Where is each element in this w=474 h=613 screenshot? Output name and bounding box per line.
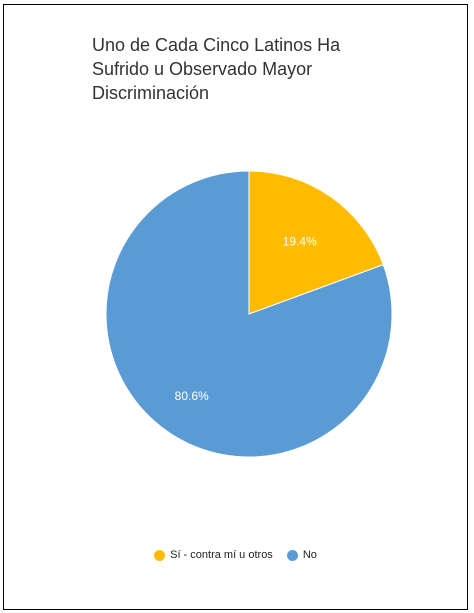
chart-title-line-3: Discriminación [92, 83, 210, 103]
pie-slice-si[interactable] [248, 170, 384, 315]
legend-swatch-si [154, 549, 166, 561]
pie-slice-no[interactable] [105, 170, 393, 458]
chart-title: Uno de Cada Cinco Latinos Ha Sufrido u O… [92, 33, 412, 105]
legend-item-no[interactable]: No [286, 549, 317, 561]
chart-title-line-2: Sufrido u Observado Mayor [92, 59, 313, 79]
pie-label-no: 80.6% [175, 389, 209, 403]
legend-label-no: No [302, 549, 317, 561]
pie-chart: 19.4% 80.6% [105, 170, 393, 458]
pie-label-si: 19.4% [283, 234, 317, 248]
legend-swatch-no [286, 549, 298, 561]
legend-label-si: Sí - contra mí u otros [170, 549, 273, 561]
chart-title-line-1: Uno de Cada Cinco Latinos Ha [92, 35, 341, 55]
chart-frame: Uno de Cada Cinco Latinos Ha Sufrido u O… [3, 4, 468, 610]
chart-legend: Sí - contra mí u otros No [4, 549, 467, 561]
legend-item-si[interactable]: Sí - contra mí u otros [154, 549, 273, 561]
